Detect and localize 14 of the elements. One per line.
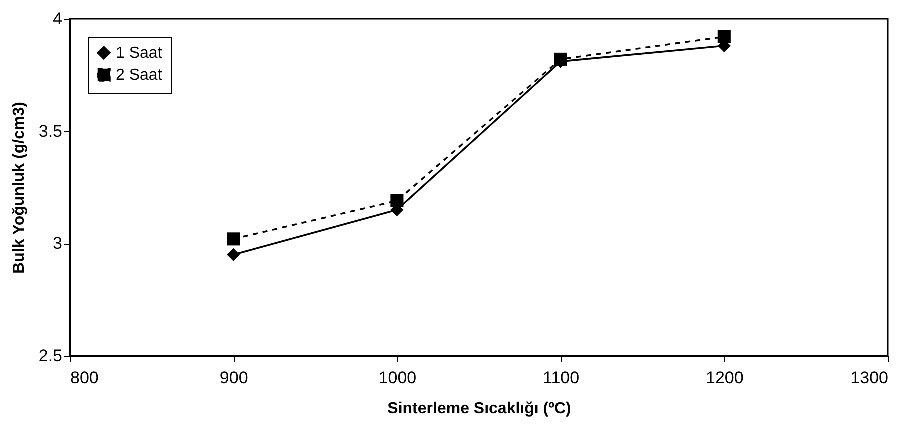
x-tick-label: 1300 bbox=[850, 368, 888, 388]
y-tick-label: 4 bbox=[53, 10, 62, 28]
legend-label: 2 Saat bbox=[116, 67, 163, 84]
y-axis-title: Bulk Yoğunluk (g/cm3) bbox=[10, 102, 28, 274]
x-tick-label: 1200 bbox=[706, 368, 744, 388]
y-tick-label: 3.5 bbox=[38, 122, 62, 141]
y-tick-label: 2.5 bbox=[38, 346, 62, 366]
legend-label: 1 Saat bbox=[116, 45, 163, 62]
y-tick-label: 3 bbox=[53, 234, 62, 254]
x-tick-label: 800 bbox=[70, 368, 99, 388]
x-axis-title: Sinterleme Sıcaklığı (ºC) bbox=[388, 400, 572, 418]
x-tick-label: 1100 bbox=[543, 368, 580, 388]
x-tick-label: 900 bbox=[220, 368, 248, 388]
x-tick-label: 1000 bbox=[378, 368, 417, 388]
